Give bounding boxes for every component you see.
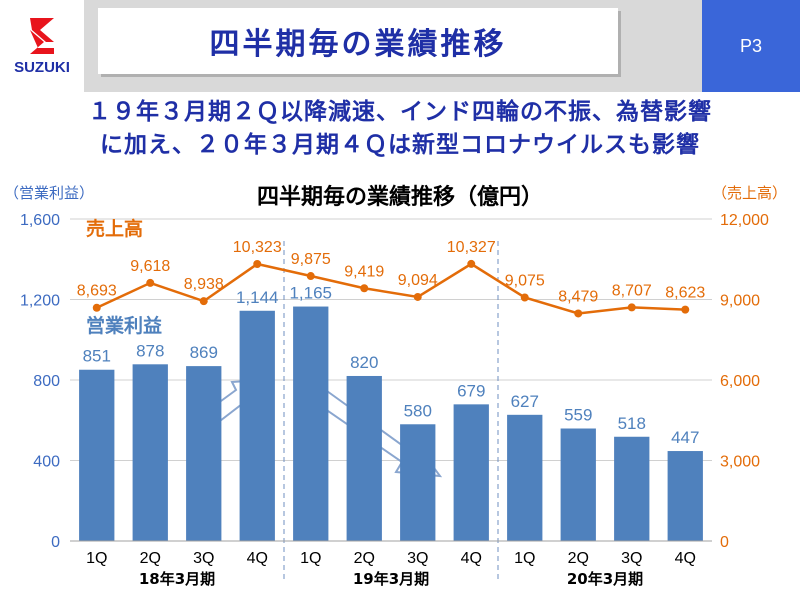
line-value-label: 9,618 [130, 258, 170, 275]
line-value-label: 9,875 [291, 251, 331, 268]
bar-operating-profit [400, 424, 436, 541]
right-tick-label: 0 [720, 534, 729, 551]
page-title: 四半期毎の業績推移 [98, 8, 618, 74]
x-tick-label: 2Q [354, 550, 375, 567]
bar-value-label: 580 [404, 401, 432, 420]
bar-value-label: 820 [350, 353, 378, 372]
bar-value-label: 1,144 [236, 288, 279, 307]
x-tick-label: 1Q [86, 550, 107, 567]
line-point-sales [681, 305, 690, 314]
bar-value-label: 447 [671, 428, 699, 447]
left-tick-label: 800 [33, 373, 60, 390]
headline: １９年３月期２Ｑ以降減速、インド四輪の不振、為替影響 に加え、２０年３月期４Ｑは… [0, 96, 800, 162]
x-tick-label: 2Q [140, 550, 161, 567]
x-tick-label: 3Q [621, 550, 642, 567]
line-point-sales [413, 292, 422, 301]
series-label-operating-profit: 営業利益 [86, 314, 162, 337]
logo: SUZUKI [0, 0, 84, 92]
line-value-label: 8,707 [612, 282, 652, 299]
x-tick-label: 2Q [568, 550, 589, 567]
performance-chart: 851 878 869 1,144 1,165 820 580 679 627 559 518 447… [4, 184, 787, 588]
bar-operating-profit [186, 366, 222, 541]
bar-value-label: 869 [190, 343, 218, 362]
bar-operating-profit [507, 414, 543, 541]
line-point-sales [360, 284, 369, 293]
right-tick-label: 6,000 [720, 373, 760, 390]
line-value-label: 9,419 [344, 263, 384, 280]
line-value-label: 9,075 [505, 272, 545, 289]
right-tick-label: 9,000 [720, 293, 760, 310]
x-tick-label: 4Q [247, 550, 268, 567]
line-point-sales [574, 309, 583, 318]
line-point-sales [92, 303, 101, 312]
bar-value-label: 679 [457, 381, 485, 400]
right-tick-label: 3,000 [720, 454, 760, 471]
left-axis-label: （営業利益） [4, 184, 94, 202]
right-axis-label: （売上高） [712, 184, 787, 202]
line-value-label: 8,938 [184, 276, 224, 293]
headline-line-2: に加え、２０年３月期４Ｑは新型コロナウイルスも影響 [100, 132, 700, 158]
bar-value-label: 851 [83, 347, 111, 366]
bar-operating-profit [346, 375, 382, 541]
bar-value-label: 878 [136, 341, 164, 360]
bar-value-label: 627 [511, 392, 539, 411]
x-tick-label: 4Q [461, 550, 482, 567]
bar-operating-profit [239, 310, 275, 541]
x-tick-label: 1Q [514, 550, 535, 567]
page-number: P3 [702, 0, 800, 92]
line-point-sales [627, 303, 636, 312]
line-value-label: 10,327 [447, 239, 496, 256]
line-point-sales [253, 259, 262, 268]
line-point-sales [199, 297, 208, 306]
x-tick-label: 3Q [193, 550, 214, 567]
series-label-sales: 売上高 [86, 217, 143, 240]
right-tick-label: 12,000 [720, 212, 769, 229]
line-point-sales [467, 259, 476, 268]
bar-value-label: 559 [564, 406, 592, 425]
left-tick-label: 1,200 [20, 293, 60, 310]
chart-title: 四半期毎の業績推移（億円） [257, 184, 543, 210]
left-tick-label: 400 [33, 454, 60, 471]
suzuki-logo-icon: SUZUKI [14, 18, 70, 76]
group-label: 18年3月期 [139, 570, 215, 588]
line-value-label: 9,094 [398, 272, 438, 289]
left-tick-label: 1,600 [20, 212, 60, 229]
bar-value-label: 518 [618, 414, 646, 433]
line-value-label: 8,693 [77, 283, 117, 300]
bar-operating-profit [560, 428, 596, 541]
line-value-label: 8,623 [665, 285, 705, 302]
bar-operating-profit [132, 364, 168, 541]
headline-line-1: １９年３月期２Ｑ以降減速、インド四輪の不振、為替影響 [88, 99, 712, 125]
bar-operating-profit [79, 369, 115, 541]
bar-operating-profit [453, 404, 489, 541]
group-label: 20年3月期 [567, 570, 643, 588]
line-point-sales [520, 293, 529, 302]
line-point-sales [146, 278, 155, 287]
logo-text: SUZUKI [14, 59, 70, 76]
bar-operating-profit [667, 451, 703, 541]
x-tick-label: 1Q [300, 550, 321, 567]
bar-operating-profit [293, 306, 329, 541]
x-tick-label: 3Q [407, 550, 428, 567]
group-label: 19年3月期 [353, 570, 429, 588]
bar-operating-profit [614, 436, 650, 541]
line-value-label: 8,479 [558, 288, 598, 305]
line-point-sales [306, 272, 315, 281]
x-tick-label: 4Q [675, 550, 696, 567]
bar-value-label: 1,165 [289, 284, 332, 303]
line-sales [96, 262, 686, 315]
line-value-label: 10,323 [233, 239, 282, 256]
left-tick-label: 0 [51, 534, 60, 551]
